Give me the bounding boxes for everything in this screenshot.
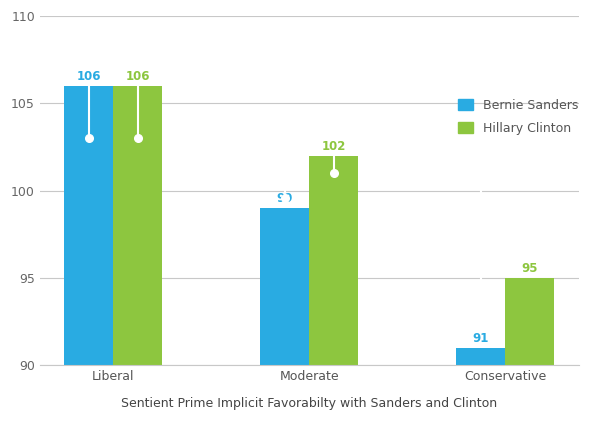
Bar — [260, 208, 309, 365]
Bar — [506, 278, 555, 365]
Text: 91: 91 — [473, 332, 489, 345]
Legend: Bernie Sanders, Hillary Clinton: Bernie Sanders, Hillary Clinton — [458, 99, 578, 135]
X-axis label: Sentient Prime Implicit Favorabilty with Sanders and Clinton: Sentient Prime Implicit Favorabilty with… — [122, 397, 497, 410]
Bar — [64, 86, 113, 365]
Text: 106: 106 — [126, 70, 150, 83]
Text: 95: 95 — [522, 262, 538, 275]
Bar — [309, 156, 358, 365]
Text: 102: 102 — [322, 140, 346, 153]
Bar — [457, 348, 506, 365]
Bar — [113, 86, 162, 365]
Text: 99: 99 — [277, 192, 293, 205]
Text: 106: 106 — [77, 70, 101, 83]
